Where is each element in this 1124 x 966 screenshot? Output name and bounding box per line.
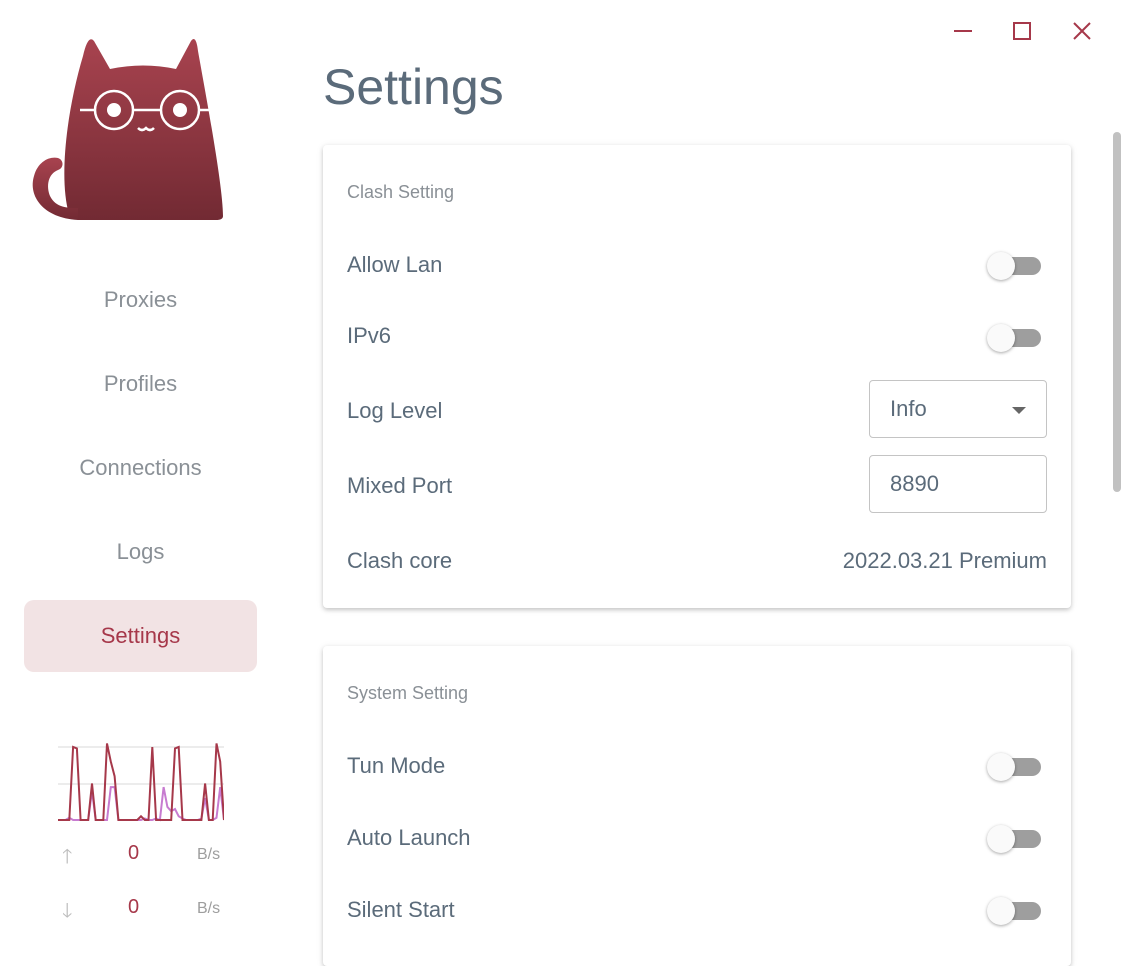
close-icon xyxy=(1073,22,1091,40)
sidebar-item-proxies[interactable]: Proxies xyxy=(103,287,178,312)
log-level-select[interactable]: Info xyxy=(869,380,1047,438)
minimize-button[interactable] xyxy=(946,14,980,48)
allow-lan-label: Allow Lan xyxy=(347,252,443,277)
clash-core-version: 2022.03.21 Premium xyxy=(842,548,1047,573)
auto-launch-label: Auto Launch xyxy=(347,825,471,850)
sidebar: Proxies Profiles Connections Logs Settin… xyxy=(0,0,280,937)
minimize-icon xyxy=(954,30,972,32)
silent-start-label: Silent Start xyxy=(347,897,455,922)
ipv6-toggle[interactable] xyxy=(987,321,1041,352)
dropdown-caret-icon xyxy=(1012,407,1026,414)
log-level-value: Info xyxy=(890,396,927,421)
clash-core-label: Clash core xyxy=(347,548,453,573)
log-level-label: Log Level xyxy=(347,398,443,423)
sidebar-item-logs[interactable]: Logs xyxy=(116,539,165,564)
mixed-port-input[interactable] xyxy=(890,471,1026,497)
arrow-up-icon: 🡑 xyxy=(62,846,73,868)
scrollbar[interactable] xyxy=(1113,132,1121,492)
arrow-down-icon: 🡓 xyxy=(62,900,73,922)
upload-value: 0 xyxy=(128,842,140,864)
download-speed: 🡓 0 B/s xyxy=(58,896,228,926)
close-button[interactable] xyxy=(1065,14,1099,48)
upload-speed: 🡑 0 B/s xyxy=(58,842,228,872)
download-value: 0 xyxy=(128,896,140,918)
mixed-port-label: Mixed Port xyxy=(347,473,453,498)
silent-start-toggle[interactable] xyxy=(987,894,1041,925)
card-title: Clash Setting xyxy=(347,182,455,202)
sidebar-item-connections[interactable]: Connections xyxy=(79,455,202,480)
card-title: System Setting xyxy=(347,683,469,703)
sidebar-item-settings[interactable]: Settings xyxy=(24,600,257,672)
tun-mode-toggle[interactable] xyxy=(987,750,1041,781)
sidebar-item-profiles[interactable]: Profiles xyxy=(103,371,178,396)
maximize-button[interactable] xyxy=(1005,14,1039,48)
download-unit: B/s xyxy=(197,900,221,917)
allow-lan-toggle[interactable] xyxy=(987,249,1041,280)
system-setting-card: System Setting Tun Mode Auto Launch Sile… xyxy=(323,646,1071,966)
maximize-icon xyxy=(1013,22,1031,40)
traffic-graph xyxy=(58,743,224,822)
clash-setting-card: Clash Setting Allow Lan IPv6 Log Level I… xyxy=(323,145,1071,608)
upload-unit: B/s xyxy=(197,846,221,863)
page-title: Settings xyxy=(323,59,504,115)
tun-mode-label: Tun Mode xyxy=(347,753,446,778)
ipv6-label: IPv6 xyxy=(347,323,392,348)
mixed-port-field[interactable] xyxy=(869,455,1047,513)
upload-series-line xyxy=(58,743,224,821)
auto-launch-toggle[interactable] xyxy=(987,822,1041,853)
app-logo-cat xyxy=(32,38,223,221)
